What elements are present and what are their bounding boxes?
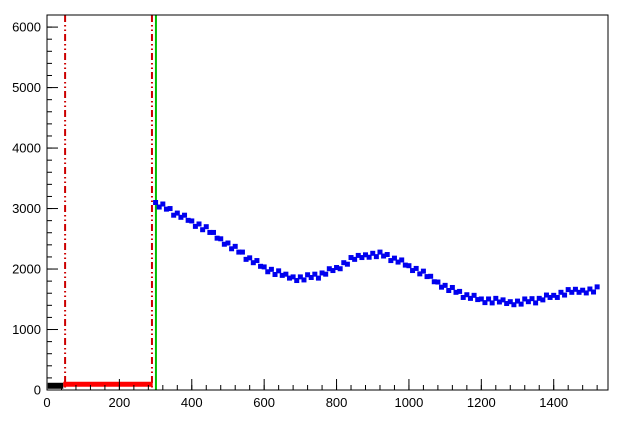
x-tick-label: 1000 — [394, 395, 423, 410]
x-tick-label: 1400 — [539, 395, 568, 410]
x-tick-label: 600 — [253, 395, 275, 410]
x-tick-label: 0 — [43, 395, 50, 410]
y-tick-label: 3000 — [12, 201, 41, 216]
y-tick-label: 4000 — [12, 141, 41, 156]
y-tick-label: 1000 — [12, 322, 41, 337]
x-tick-label: 1200 — [467, 395, 496, 410]
x-tick-label: 400 — [181, 395, 203, 410]
x-tick-label: 200 — [109, 395, 131, 410]
y-tick-label: 2000 — [12, 262, 41, 277]
x-tick-label: 800 — [326, 395, 348, 410]
y-tick-label: 0 — [34, 383, 41, 398]
y-tick-label: 5000 — [12, 80, 41, 95]
y-tick-label: 6000 — [12, 20, 41, 35]
